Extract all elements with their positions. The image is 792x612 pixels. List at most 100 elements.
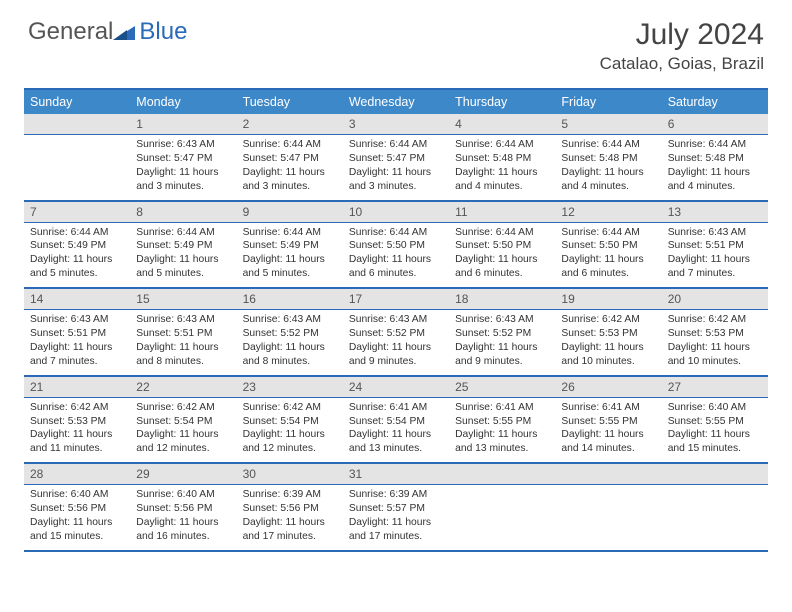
day-cell: Sunrise: 6:44 AMSunset: 5:47 PMDaylight:… xyxy=(237,135,343,200)
weekday-label: Saturday xyxy=(662,90,768,114)
sunset-line: Sunset: 5:47 PM xyxy=(136,152,230,166)
weekday-label: Monday xyxy=(130,90,236,114)
daylight-line: Daylight: 11 hours and 10 minutes. xyxy=(668,341,762,369)
day-cell: Sunrise: 6:43 AMSunset: 5:52 PMDaylight:… xyxy=(343,310,449,375)
week-data-row: Sunrise: 6:42 AMSunset: 5:53 PMDaylight:… xyxy=(24,398,768,465)
sunset-line: Sunset: 5:54 PM xyxy=(136,415,230,429)
day-cell: Sunrise: 6:39 AMSunset: 5:57 PMDaylight:… xyxy=(343,485,449,550)
sunset-line: Sunset: 5:52 PM xyxy=(243,327,337,341)
sunrise-line: Sunrise: 6:41 AM xyxy=(561,401,655,415)
day-cell xyxy=(555,485,661,550)
day-number: 31 xyxy=(343,464,449,484)
day-cell: Sunrise: 6:44 AMSunset: 5:48 PMDaylight:… xyxy=(555,135,661,200)
daylight-line: Daylight: 11 hours and 12 minutes. xyxy=(136,428,230,456)
logo-text-1: General xyxy=(28,18,113,46)
day-number: 7 xyxy=(24,202,130,222)
sunset-line: Sunset: 5:54 PM xyxy=(243,415,337,429)
daylight-line: Daylight: 11 hours and 5 minutes. xyxy=(136,253,230,281)
daylight-line: Daylight: 11 hours and 17 minutes. xyxy=(349,516,443,544)
sunset-line: Sunset: 5:50 PM xyxy=(561,239,655,253)
daylight-line: Daylight: 11 hours and 5 minutes. xyxy=(30,253,124,281)
day-number: 5 xyxy=(555,114,661,134)
day-number: 8 xyxy=(130,202,236,222)
day-cell: Sunrise: 6:41 AMSunset: 5:55 PMDaylight:… xyxy=(449,398,555,463)
day-cell: Sunrise: 6:42 AMSunset: 5:54 PMDaylight:… xyxy=(130,398,236,463)
sunrise-line: Sunrise: 6:44 AM xyxy=(561,138,655,152)
sunset-line: Sunset: 5:57 PM xyxy=(349,502,443,516)
day-number: 17 xyxy=(343,289,449,309)
sunrise-line: Sunrise: 6:42 AM xyxy=(30,401,124,415)
day-number: 19 xyxy=(555,289,661,309)
day-number: 25 xyxy=(449,377,555,397)
daylight-line: Daylight: 11 hours and 3 minutes. xyxy=(243,166,337,194)
week-number-row: 78910111213 xyxy=(24,202,768,223)
weekday-label: Friday xyxy=(555,90,661,114)
day-number xyxy=(662,464,768,484)
sunrise-line: Sunrise: 6:44 AM xyxy=(668,138,762,152)
sunrise-line: Sunrise: 6:42 AM xyxy=(561,313,655,327)
logo: General Blue xyxy=(28,18,187,46)
day-number: 10 xyxy=(343,202,449,222)
logo-triangle-icon xyxy=(113,22,135,42)
sunset-line: Sunset: 5:51 PM xyxy=(668,239,762,253)
weekday-label: Thursday xyxy=(449,90,555,114)
daylight-line: Daylight: 11 hours and 15 minutes. xyxy=(30,516,124,544)
sunset-line: Sunset: 5:52 PM xyxy=(349,327,443,341)
day-cell: Sunrise: 6:42 AMSunset: 5:53 PMDaylight:… xyxy=(555,310,661,375)
day-cell xyxy=(24,135,130,200)
sunrise-line: Sunrise: 6:39 AM xyxy=(349,488,443,502)
day-cell: Sunrise: 6:40 AMSunset: 5:55 PMDaylight:… xyxy=(662,398,768,463)
daylight-line: Daylight: 11 hours and 9 minutes. xyxy=(455,341,549,369)
sunrise-line: Sunrise: 6:43 AM xyxy=(455,313,549,327)
day-cell: Sunrise: 6:44 AMSunset: 5:48 PMDaylight:… xyxy=(449,135,555,200)
daylight-line: Daylight: 11 hours and 8 minutes. xyxy=(136,341,230,369)
daylight-line: Daylight: 11 hours and 6 minutes. xyxy=(455,253,549,281)
daylight-line: Daylight: 11 hours and 3 minutes. xyxy=(136,166,230,194)
daylight-line: Daylight: 11 hours and 14 minutes. xyxy=(561,428,655,456)
day-cell: Sunrise: 6:41 AMSunset: 5:55 PMDaylight:… xyxy=(555,398,661,463)
daylight-line: Daylight: 11 hours and 4 minutes. xyxy=(561,166,655,194)
day-number xyxy=(449,464,555,484)
sunset-line: Sunset: 5:47 PM xyxy=(349,152,443,166)
sunset-line: Sunset: 5:52 PM xyxy=(455,327,549,341)
day-cell: Sunrise: 6:44 AMSunset: 5:50 PMDaylight:… xyxy=(555,223,661,288)
daylight-line: Daylight: 11 hours and 7 minutes. xyxy=(668,253,762,281)
day-cell: Sunrise: 6:44 AMSunset: 5:50 PMDaylight:… xyxy=(343,223,449,288)
daylight-line: Daylight: 11 hours and 10 minutes. xyxy=(561,341,655,369)
day-cell: Sunrise: 6:42 AMSunset: 5:53 PMDaylight:… xyxy=(24,398,130,463)
day-number xyxy=(555,464,661,484)
week-number-row: 28293031 xyxy=(24,464,768,485)
day-number: 24 xyxy=(343,377,449,397)
sunset-line: Sunset: 5:49 PM xyxy=(243,239,337,253)
location: Catalao, Goias, Brazil xyxy=(600,54,764,74)
sunset-line: Sunset: 5:53 PM xyxy=(30,415,124,429)
sunrise-line: Sunrise: 6:43 AM xyxy=(136,313,230,327)
day-cell: Sunrise: 6:43 AMSunset: 5:52 PMDaylight:… xyxy=(449,310,555,375)
day-number: 22 xyxy=(130,377,236,397)
day-number: 23 xyxy=(237,377,343,397)
daylight-line: Daylight: 11 hours and 15 minutes. xyxy=(668,428,762,456)
day-number: 11 xyxy=(449,202,555,222)
day-number: 30 xyxy=(237,464,343,484)
sunset-line: Sunset: 5:51 PM xyxy=(30,327,124,341)
day-number: 1 xyxy=(130,114,236,134)
day-number: 16 xyxy=(237,289,343,309)
daylight-line: Daylight: 11 hours and 16 minutes. xyxy=(136,516,230,544)
day-cell: Sunrise: 6:39 AMSunset: 5:56 PMDaylight:… xyxy=(237,485,343,550)
day-cell: Sunrise: 6:43 AMSunset: 5:51 PMDaylight:… xyxy=(130,310,236,375)
daylight-line: Daylight: 11 hours and 4 minutes. xyxy=(455,166,549,194)
sunrise-line: Sunrise: 6:43 AM xyxy=(136,138,230,152)
daylight-line: Daylight: 11 hours and 11 minutes. xyxy=(30,428,124,456)
weekday-label: Tuesday xyxy=(237,90,343,114)
week-data-row: Sunrise: 6:40 AMSunset: 5:56 PMDaylight:… xyxy=(24,485,768,552)
daylight-line: Daylight: 11 hours and 13 minutes. xyxy=(455,428,549,456)
day-cell: Sunrise: 6:40 AMSunset: 5:56 PMDaylight:… xyxy=(24,485,130,550)
sunrise-line: Sunrise: 6:44 AM xyxy=(349,138,443,152)
day-cell: Sunrise: 6:43 AMSunset: 5:47 PMDaylight:… xyxy=(130,135,236,200)
weekday-label: Sunday xyxy=(24,90,130,114)
day-cell xyxy=(662,485,768,550)
day-cell: Sunrise: 6:42 AMSunset: 5:54 PMDaylight:… xyxy=(237,398,343,463)
sunrise-line: Sunrise: 6:42 AM xyxy=(668,313,762,327)
day-number: 28 xyxy=(24,464,130,484)
week-data-row: Sunrise: 6:44 AMSunset: 5:49 PMDaylight:… xyxy=(24,223,768,290)
